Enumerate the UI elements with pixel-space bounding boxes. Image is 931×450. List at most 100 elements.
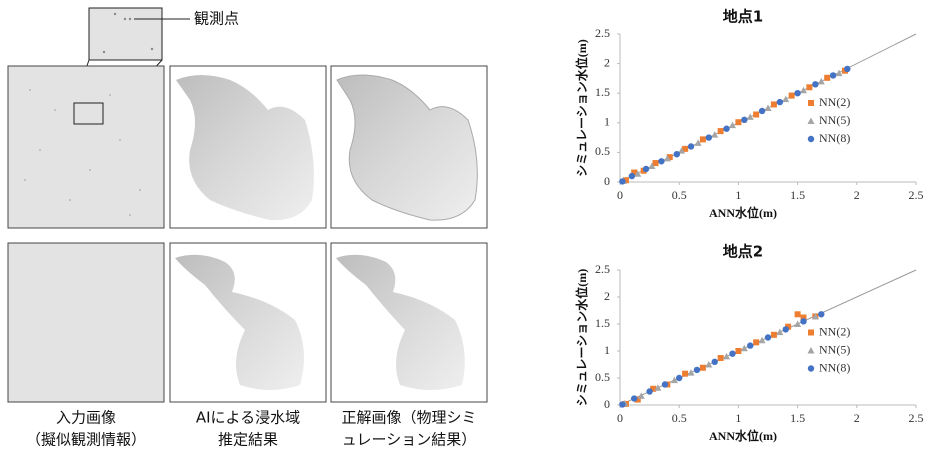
legend-marker bbox=[808, 118, 815, 125]
point bbox=[800, 87, 807, 94]
legend-label: NN(8) bbox=[819, 360, 850, 374]
point bbox=[806, 84, 812, 90]
legend-marker bbox=[808, 136, 814, 142]
point bbox=[706, 134, 712, 140]
caption: ュレーション結果） bbox=[342, 431, 476, 449]
zoom-inset bbox=[89, 8, 162, 60]
point bbox=[741, 345, 748, 352]
legend-label: NN(8) bbox=[819, 131, 850, 145]
x-tick-label: 1.5 bbox=[790, 188, 805, 202]
y-tick-label: 1 bbox=[604, 343, 610, 357]
y-tick-label: 0 bbox=[604, 174, 610, 188]
point bbox=[818, 78, 825, 85]
point bbox=[735, 119, 741, 125]
legend-marker bbox=[808, 365, 814, 371]
point bbox=[776, 329, 783, 336]
point bbox=[783, 326, 789, 332]
caption: 正解画像（物理シミ bbox=[341, 409, 476, 427]
callout-label: 観測点 bbox=[194, 10, 239, 28]
point bbox=[723, 126, 729, 132]
x-tick-label: 0 bbox=[617, 188, 623, 202]
y-tick-label: 0.5 bbox=[595, 370, 610, 384]
point bbox=[794, 321, 801, 328]
point bbox=[771, 332, 777, 338]
point bbox=[789, 93, 795, 99]
x-tick-label: 0.5 bbox=[672, 188, 687, 202]
point bbox=[688, 369, 695, 376]
point bbox=[765, 105, 772, 112]
input-panel bbox=[8, 66, 164, 228]
point bbox=[718, 355, 724, 361]
point bbox=[753, 112, 759, 118]
y-axis-label: シミュレーション水位(m) bbox=[574, 269, 589, 407]
point bbox=[741, 117, 747, 123]
point bbox=[631, 395, 637, 401]
point bbox=[658, 158, 664, 164]
x-tick-label: 2 bbox=[854, 188, 860, 202]
point bbox=[653, 160, 659, 166]
chart-title: 地点1 bbox=[723, 8, 763, 26]
y-tick-label: 1 bbox=[604, 115, 610, 129]
point bbox=[619, 178, 625, 184]
point bbox=[712, 359, 718, 365]
point bbox=[718, 128, 724, 134]
point bbox=[694, 367, 700, 373]
point bbox=[782, 96, 789, 103]
point bbox=[638, 392, 645, 399]
point bbox=[705, 361, 712, 368]
point bbox=[830, 72, 836, 78]
legend-marker bbox=[808, 100, 814, 106]
point bbox=[700, 365, 706, 371]
point bbox=[629, 173, 635, 179]
x-tick-label: 1 bbox=[735, 411, 741, 425]
point bbox=[711, 131, 718, 138]
y-tick-label: 0.5 bbox=[595, 144, 610, 158]
point bbox=[723, 353, 730, 360]
point bbox=[818, 311, 824, 317]
point bbox=[619, 401, 625, 407]
caption: 推定結果 bbox=[218, 431, 278, 449]
legend-marker bbox=[808, 347, 815, 354]
x-tick-label: 1 bbox=[735, 188, 741, 202]
x-tick-label: 2 bbox=[854, 411, 860, 425]
point bbox=[771, 101, 777, 107]
point bbox=[777, 99, 783, 105]
y-tick-label: 0 bbox=[604, 397, 610, 411]
point bbox=[800, 318, 806, 324]
point bbox=[747, 113, 754, 120]
point bbox=[688, 143, 694, 149]
point bbox=[812, 81, 818, 87]
x-tick-label: 2.5 bbox=[909, 411, 924, 425]
point bbox=[836, 70, 843, 77]
point bbox=[794, 90, 800, 96]
x-tick-label: 0 bbox=[617, 411, 623, 425]
point bbox=[700, 136, 706, 142]
caption: AIによる浸水域 bbox=[196, 409, 300, 427]
point bbox=[662, 381, 668, 387]
chart-title: 地点2 bbox=[723, 243, 763, 261]
legend-label: NN(2) bbox=[819, 324, 850, 338]
point bbox=[747, 342, 753, 348]
legend-label: NN(2) bbox=[819, 95, 850, 109]
caption: 入力画像 bbox=[56, 409, 116, 427]
point bbox=[795, 311, 801, 317]
figure: 観測点 入力画像 （擬似観測情報） AIによる浸水域 推定結果 正解画像（物理シ… bbox=[0, 0, 931, 450]
point bbox=[643, 166, 649, 172]
x-tick-label: 1.5 bbox=[790, 411, 805, 425]
y-tick-label: 2.5 bbox=[595, 262, 610, 276]
point bbox=[674, 151, 680, 157]
point bbox=[729, 351, 735, 357]
point bbox=[682, 371, 688, 377]
x-tick-label: 0.5 bbox=[672, 411, 687, 425]
point bbox=[824, 75, 830, 81]
point bbox=[765, 334, 771, 340]
point bbox=[759, 108, 765, 114]
point bbox=[735, 348, 741, 354]
point bbox=[759, 337, 766, 344]
legend-label: NN(5) bbox=[819, 342, 850, 356]
point bbox=[646, 388, 652, 394]
x-tick-label: 2.5 bbox=[909, 188, 924, 202]
point bbox=[844, 66, 850, 72]
point bbox=[676, 375, 682, 381]
y-axis-label: シミュレーション水位(m) bbox=[574, 39, 589, 177]
